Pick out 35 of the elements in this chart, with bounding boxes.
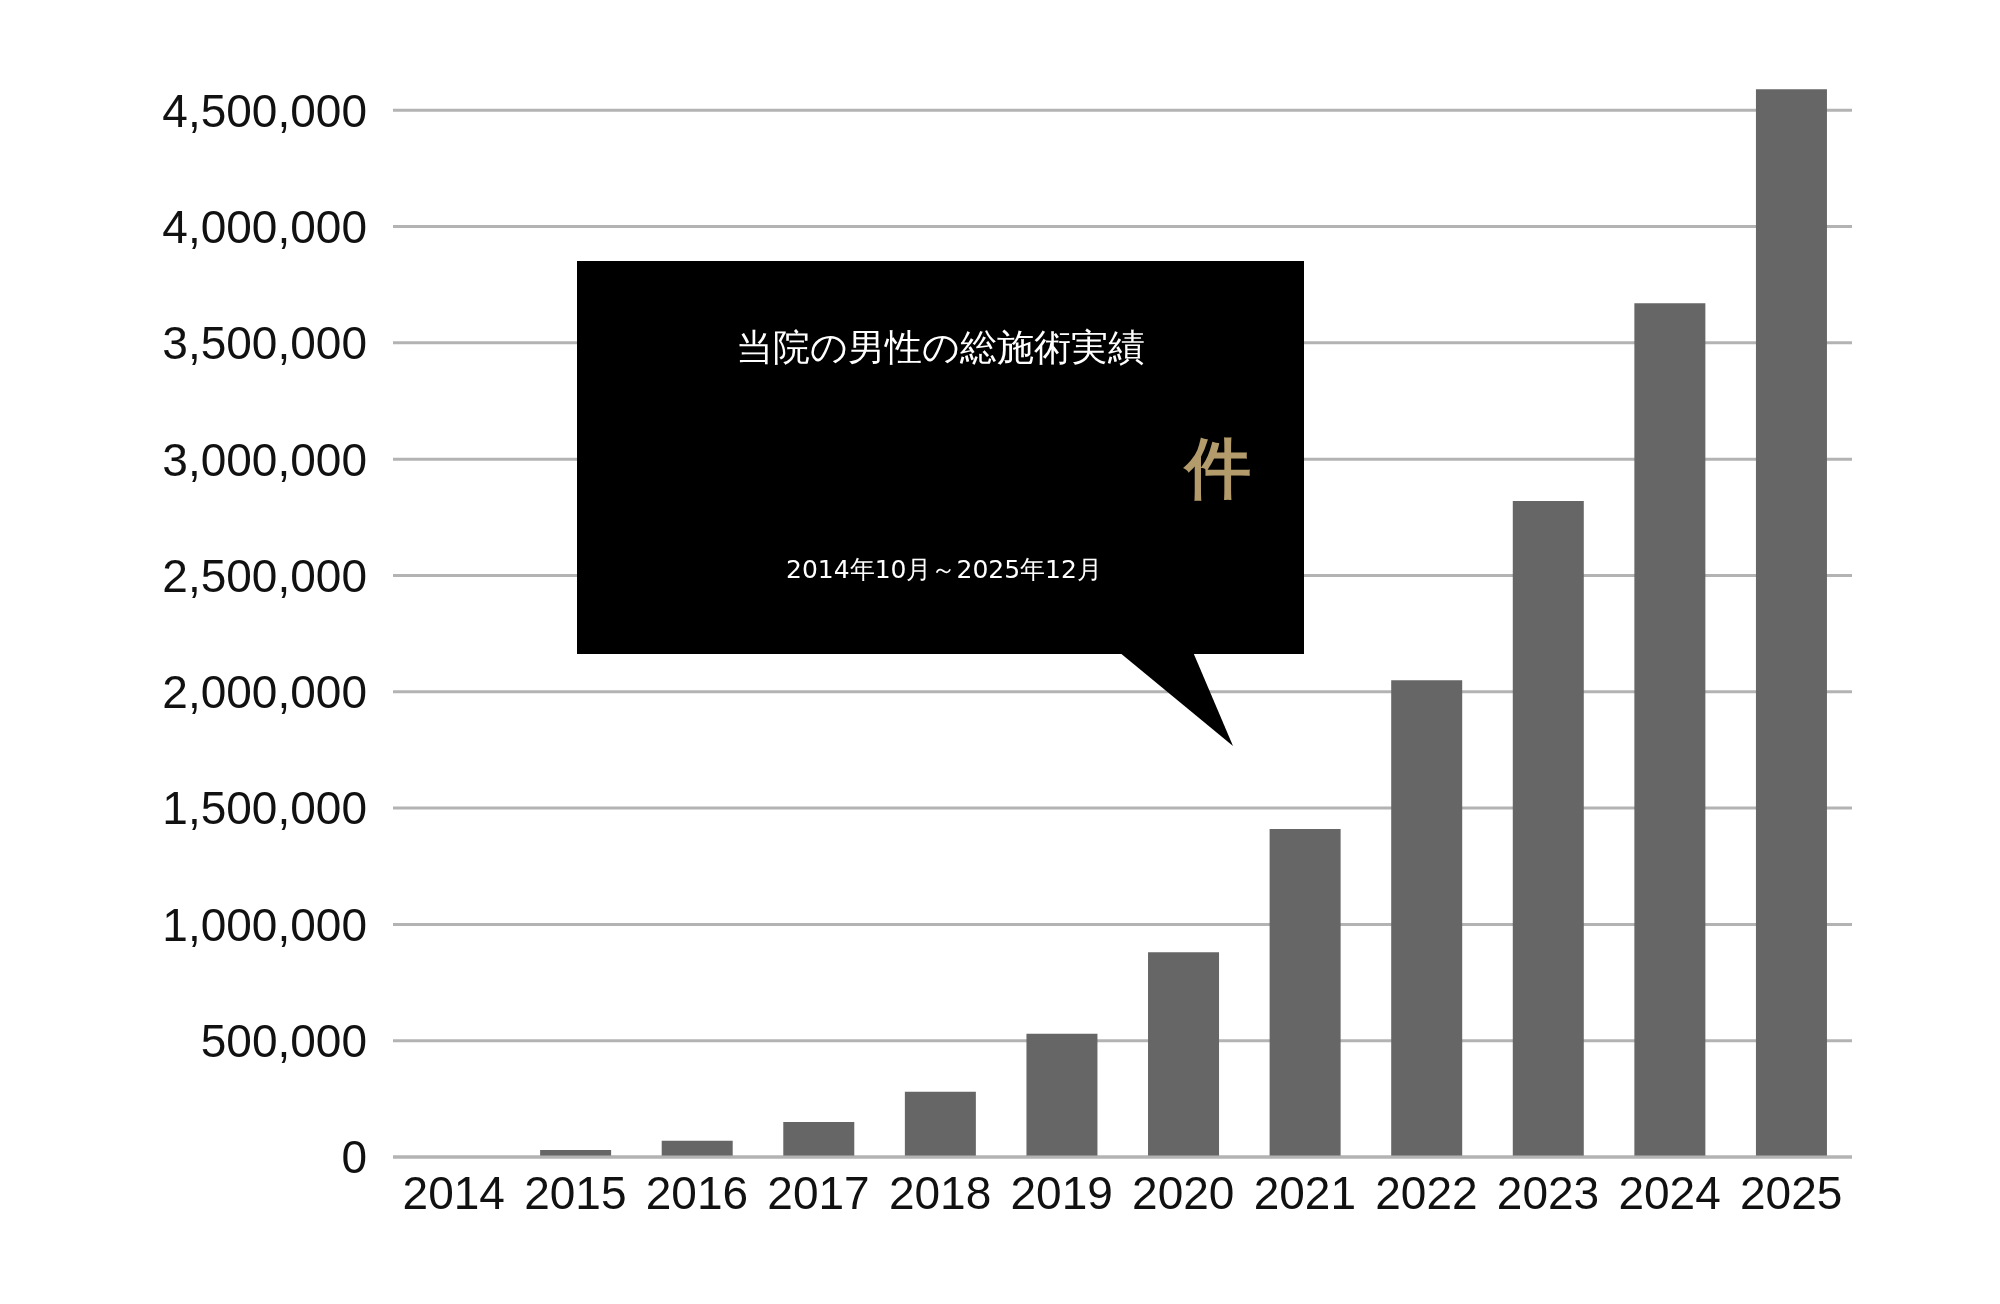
bar	[1391, 680, 1463, 1157]
y-tick-label: 2,000,000	[162, 666, 367, 719]
x-tick-label: 2018	[888, 1166, 992, 1219]
bar	[1634, 303, 1706, 1157]
x-tick-label: 2025	[1740, 1166, 1843, 1219]
x-tick-label: 2017	[767, 1166, 870, 1219]
bar	[1148, 952, 1220, 1157]
annotation: 2014年10月～2025年12月	[786, 555, 1102, 585]
annotation: 当院の男性の総施術実績	[735, 325, 1145, 369]
x-tick-label: 2016	[645, 1166, 749, 1219]
y-tick-label: 1,500,000	[162, 782, 367, 835]
y-tick-label: 3,000,000	[162, 433, 367, 486]
y-tick-label: 1,000,000	[162, 898, 367, 951]
bar	[1026, 1033, 1098, 1157]
y-tick-label: 3,500,000	[162, 317, 367, 370]
y-tick-label: 4,000,000	[162, 200, 367, 253]
bar	[1269, 829, 1341, 1157]
annotation: 件	[1185, 429, 1251, 507]
y-tick-label: 4,500,000	[162, 84, 367, 137]
y-tick-label: 500,000	[200, 1015, 367, 1068]
x-tick-label: 2020	[1132, 1166, 1235, 1219]
x-tick-label: 2023	[1496, 1166, 1600, 1219]
bar	[904, 1091, 976, 1157]
x-tick-label: 2014	[402, 1166, 505, 1219]
bar	[661, 1140, 733, 1157]
x-tick-label: 2024	[1618, 1166, 1721, 1219]
y-tick-label: 2,500,000	[162, 549, 367, 602]
y-tick-label: 0	[341, 1131, 367, 1184]
x-tick-label: 2019	[1010, 1166, 1113, 1219]
bar	[783, 1122, 855, 1157]
x-tick-label: 2021	[1253, 1166, 1357, 1219]
x-tick-label: 2015	[524, 1166, 627, 1219]
bar	[1512, 501, 1584, 1157]
x-tick-label: 2022	[1375, 1166, 1478, 1219]
bar	[1755, 89, 1827, 1157]
